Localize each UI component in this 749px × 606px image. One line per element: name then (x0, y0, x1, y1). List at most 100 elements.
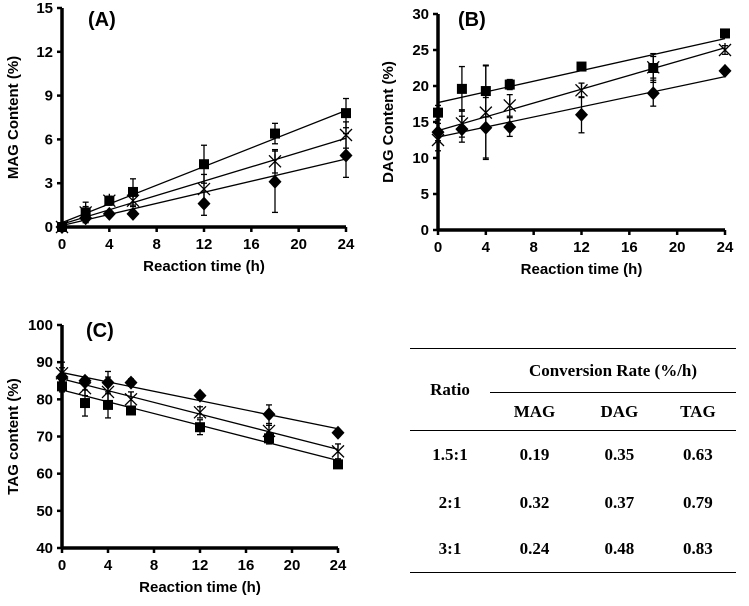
series-square (57, 380, 343, 470)
x-tick-label: 8 (529, 239, 537, 256)
cross-point (78, 381, 92, 395)
column-header-dag: DAG (600, 401, 639, 421)
square-point (128, 186, 138, 197)
y-tick-label: 12 (36, 44, 53, 61)
cross-point (102, 193, 116, 208)
value-cell: 0.24 (519, 539, 550, 559)
cross-point (331, 444, 345, 458)
diamond-point (197, 196, 211, 211)
square-point (126, 405, 136, 416)
y-tick-label: 9 (45, 88, 53, 105)
x-axis-label: Reaction time (h) (139, 579, 261, 596)
square-point (103, 399, 113, 410)
diamond-point (718, 63, 732, 78)
square-point (264, 433, 274, 444)
diamond-point (479, 120, 493, 135)
x-tick-label: 0 (58, 236, 66, 253)
diamond-point (79, 211, 93, 226)
y-tick-label: 0 (45, 219, 53, 236)
square-point (720, 28, 730, 39)
y-tick-label: 30 (412, 6, 429, 23)
x-tick-label: 0 (434, 239, 442, 256)
square-point (270, 128, 280, 139)
square-point (199, 159, 209, 170)
column-header-mag: MAG (513, 401, 556, 421)
diamond-point (102, 206, 116, 221)
x-tick-label: 24 (717, 239, 734, 256)
value-cell: 0.48 (604, 539, 635, 559)
x-tick-label: 8 (152, 236, 160, 253)
ratio-cell: 1.5:1 (432, 444, 468, 464)
x-tick-label: 20 (284, 557, 301, 574)
cross-point (193, 405, 207, 419)
y-tick-label: 100 (28, 317, 53, 334)
cross-point (55, 366, 69, 380)
y-tick-label: 6 (45, 131, 53, 148)
x-tick-label: 4 (104, 557, 113, 574)
y-tick-label: 10 (412, 150, 429, 167)
diamond-point (126, 206, 140, 221)
table-row: 1.5:1 0.19 0.35 0.63 (410, 431, 736, 479)
value-cell: 0.37 (604, 492, 635, 512)
panel-label: (A) (88, 9, 116, 31)
series-diamond (55, 132, 353, 234)
series-cross (55, 361, 345, 460)
chart-b: 0 4 8 12 16 20 24 0 5 10 15 20 25 30 Reaction time (h)… (380, 6, 734, 278)
square-point (333, 459, 343, 470)
cross-point (126, 193, 140, 208)
y-tick-label: 0 (421, 222, 429, 239)
chart-a: 0 4 8 12 16 20 24 0 3 6 9 12 15 Reaction time (h) MAG … (5, 0, 355, 275)
square-point (80, 398, 90, 409)
diamond-point (575, 107, 588, 122)
y-tick-label: 15 (36, 0, 53, 17)
diamond-point (339, 148, 353, 163)
y-tick-label: 90 (36, 354, 53, 371)
table-row: 3:1 0.24 0.48 0.83 (410, 527, 736, 573)
x-tick-label: 24 (338, 236, 355, 253)
conversion-rate-header: Conversion Rate (%/h) (490, 348, 736, 393)
diamond-point (431, 125, 445, 140)
y-tick-label: 80 (36, 391, 53, 408)
chart-c: 0 4 8 12 16 20 24 40 50 60 70 80 90 100 Reaction time … (5, 317, 347, 596)
x-tick-label: 12 (573, 239, 590, 256)
diamond-point (455, 122, 469, 137)
square-point (341, 108, 351, 119)
x-tick-label: 0 (58, 557, 66, 574)
square-point (456, 83, 467, 94)
conversion-rate-table: Ratio Conversion Rate (%/h) MAG DAG TAG … (410, 348, 736, 573)
square-point (195, 422, 205, 433)
diamond-point (331, 425, 345, 440)
cross-point (646, 60, 660, 74)
y-tick-label: 3 (45, 175, 53, 192)
diamond-point (503, 120, 517, 135)
cross-point (124, 392, 138, 406)
x-tick-label: 16 (621, 239, 638, 256)
y-tick-label: 50 (36, 503, 53, 520)
y-tick-label: 60 (36, 466, 53, 483)
x-tick-label: 12 (192, 557, 209, 574)
x-tick-label: 4 (105, 236, 114, 253)
value-cell: 0.35 (604, 444, 635, 464)
square-point (504, 79, 515, 90)
square-point (57, 381, 67, 392)
y-axis-label: TAG content (%) (5, 378, 22, 494)
ratio-cell: 3:1 (438, 539, 462, 559)
y-tick-label: 20 (412, 78, 429, 95)
diamond-point (262, 407, 276, 422)
diamond-point (268, 174, 282, 189)
x-tick-label: 20 (290, 236, 307, 253)
y-tick-label: 70 (36, 429, 53, 446)
square-point (576, 61, 587, 72)
series-diamond (431, 63, 732, 159)
x-tick-label: 16 (238, 557, 255, 574)
value-cell: 0.32 (519, 492, 550, 512)
cross-point (503, 98, 517, 112)
x-tick-label: 8 (150, 557, 158, 574)
x-tick-label: 20 (669, 239, 686, 256)
value-cell: 0.19 (519, 444, 550, 464)
diamond-point (193, 388, 207, 403)
cross-point (575, 83, 588, 97)
value-cell: 0.63 (683, 444, 713, 464)
x-tick-label: 24 (330, 557, 347, 574)
